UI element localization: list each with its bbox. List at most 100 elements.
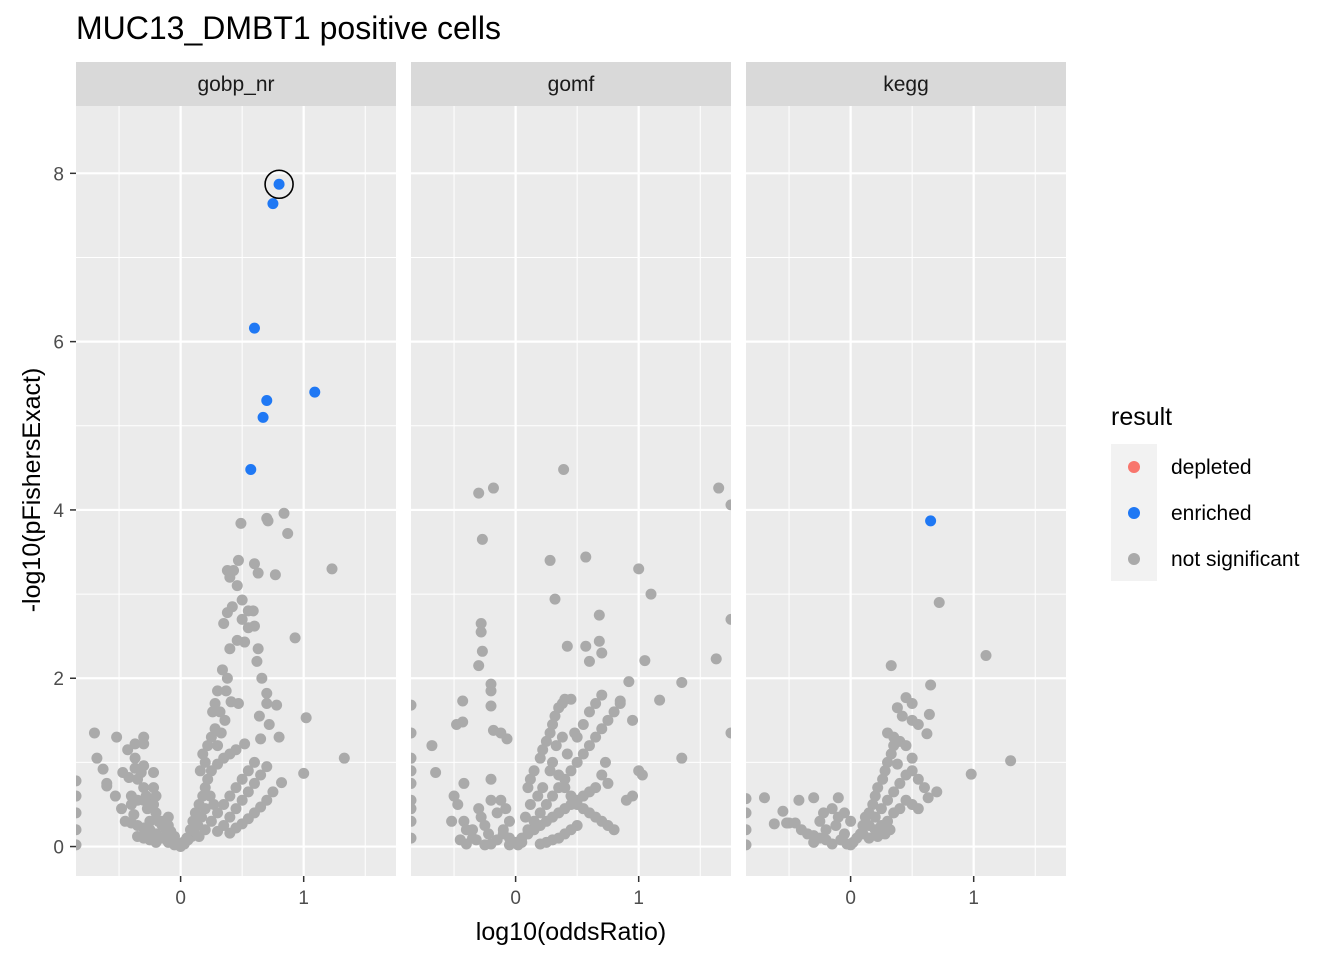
point-not-significant <box>276 777 288 789</box>
point-not-significant <box>636 769 648 781</box>
point-not-significant <box>528 765 540 777</box>
point-not-significant <box>921 728 933 740</box>
point-not-significant <box>251 655 263 667</box>
point-not-significant <box>144 815 156 827</box>
point-not-significant <box>236 613 248 625</box>
point-not-significant <box>269 569 281 581</box>
point-not-significant <box>448 790 460 802</box>
point-not-significant <box>832 792 844 804</box>
point-not-significant <box>475 626 487 638</box>
point-not-significant <box>859 811 871 823</box>
point-not-significant <box>256 672 268 684</box>
point-enriched <box>248 322 260 334</box>
point-enriched <box>261 395 273 407</box>
point-not-significant <box>826 838 838 850</box>
point-not-significant <box>300 712 312 724</box>
point-not-significant <box>676 676 688 688</box>
point-not-significant <box>261 512 273 524</box>
point-not-significant <box>818 807 830 819</box>
point-not-significant <box>162 811 174 823</box>
point-not-significant <box>888 807 900 819</box>
facet-strip <box>411 62 731 106</box>
point-not-significant <box>235 517 247 529</box>
point-not-significant <box>814 815 826 827</box>
point-not-significant <box>549 710 561 722</box>
point-not-significant <box>501 733 513 745</box>
point-not-significant <box>524 773 536 785</box>
point-not-significant <box>512 839 524 851</box>
point-not-significant <box>547 790 559 802</box>
facet-strip <box>76 62 396 106</box>
point-not-significant <box>524 798 536 810</box>
point-not-significant <box>544 727 556 739</box>
point-not-significant <box>236 594 248 606</box>
x-axis-title: log10(oddsRatio) <box>476 918 666 946</box>
point-enriched <box>273 178 285 190</box>
point-not-significant <box>593 609 605 621</box>
point-not-significant <box>561 748 573 760</box>
point-not-significant <box>912 719 924 731</box>
point-not-significant <box>894 777 906 789</box>
legend-key-depleted <box>1128 461 1140 473</box>
point-not-significant <box>885 660 897 672</box>
point-not-significant <box>150 790 162 802</box>
point-not-significant <box>596 647 608 659</box>
y-tick-label: 4 <box>53 501 64 522</box>
point-not-significant <box>224 827 236 839</box>
point-not-significant <box>485 773 497 785</box>
point-not-significant <box>838 807 850 819</box>
panel-background <box>411 106 731 876</box>
point-not-significant <box>547 719 559 731</box>
point-not-significant <box>460 838 472 850</box>
point-enriched <box>267 198 279 210</box>
point-not-significant <box>411 832 417 844</box>
points <box>411 464 731 851</box>
point-not-significant <box>221 672 233 684</box>
point-not-significant <box>128 809 140 821</box>
highlight-ring <box>264 169 294 200</box>
point-not-significant <box>614 697 626 709</box>
point-not-significant <box>122 744 134 756</box>
point-not-significant <box>261 687 273 699</box>
point-not-significant <box>912 803 924 815</box>
point-not-significant <box>150 807 162 819</box>
point-not-significant <box>473 803 485 815</box>
point-not-significant <box>633 563 645 575</box>
point-not-significant <box>845 815 857 827</box>
point-not-significant <box>544 765 556 777</box>
y-tick-label: 8 <box>53 164 64 185</box>
point-not-significant <box>255 769 267 781</box>
point-not-significant <box>271 699 283 711</box>
point-not-significant <box>168 839 180 851</box>
point-not-significant <box>590 697 602 709</box>
point-not-significant <box>224 811 236 823</box>
point-not-significant <box>479 820 491 832</box>
point-not-significant <box>219 714 231 726</box>
point-not-significant <box>457 716 469 728</box>
point-not-significant <box>593 635 605 647</box>
point-not-significant <box>212 740 224 752</box>
point-not-significant <box>111 731 123 743</box>
x-tick-label: 0 <box>845 888 856 909</box>
point-not-significant <box>544 554 556 566</box>
point-not-significant <box>263 719 275 731</box>
legend-title: result <box>1111 403 1172 431</box>
point-not-significant <box>199 782 211 794</box>
point-not-significant <box>580 551 592 563</box>
point-not-significant <box>202 773 214 785</box>
point-not-significant <box>623 676 635 688</box>
point-not-significant <box>141 803 153 815</box>
point-not-significant <box>869 790 881 802</box>
legend-label: enriched <box>1171 502 1252 525</box>
point-not-significant <box>248 558 260 570</box>
point-not-significant <box>218 618 230 630</box>
point-not-significant <box>590 731 602 743</box>
point-not-significant <box>534 807 546 819</box>
point-not-significant <box>475 811 487 823</box>
x-tick-label: 1 <box>968 888 979 909</box>
point-enriched <box>925 515 937 527</box>
point-not-significant <box>746 793 752 805</box>
point-not-significant <box>487 482 499 494</box>
point-not-significant <box>273 731 285 743</box>
point-not-significant <box>746 839 752 851</box>
